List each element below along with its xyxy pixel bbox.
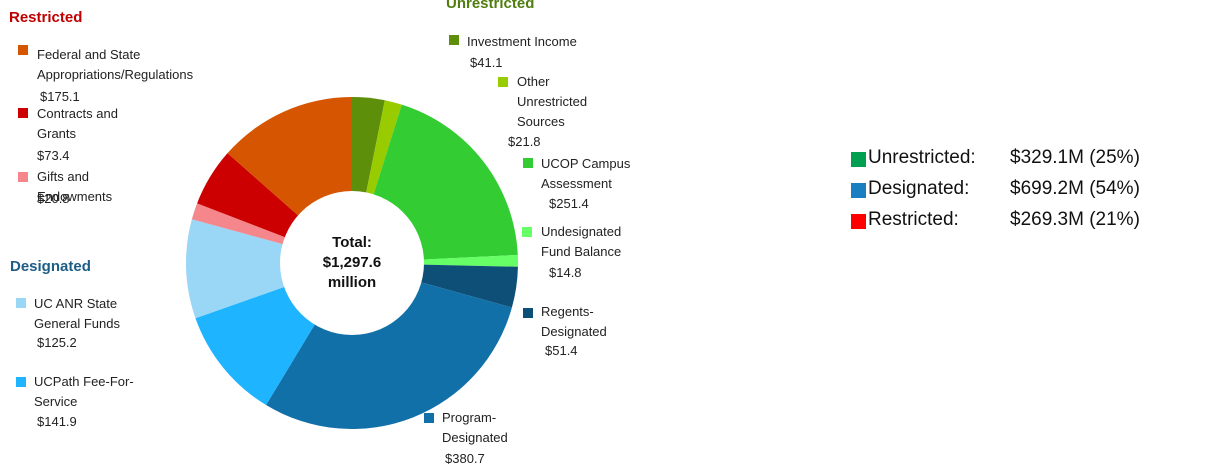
- legend-swatch: [851, 183, 866, 198]
- legend-value: $699.2M (54%): [1010, 178, 1140, 199]
- legend-value: $269.3M (21%): [1010, 209, 1140, 230]
- legend-swatch: [523, 158, 533, 168]
- legend-label: Restricted:: [868, 209, 959, 230]
- group-header: Designated: [10, 258, 91, 275]
- slice-label: Regents-Designated: [541, 304, 607, 339]
- slice-label: Federal and State Appropriations/Regulat…: [37, 47, 194, 82]
- legend-label: Designated:: [868, 178, 970, 199]
- legend-swatch: [16, 298, 26, 308]
- slice: [185, 219, 352, 319]
- value-label: $125.2: [37, 335, 77, 350]
- legend-swatch: [498, 77, 508, 87]
- slice-label: UC ANR State General Funds: [34, 296, 120, 331]
- value-label: $73.4: [37, 148, 70, 163]
- center-label: million: [328, 274, 376, 291]
- slice-label: Contracts and Grants: [37, 106, 118, 141]
- center-label: $1,297.6: [323, 254, 381, 271]
- value-label: $251.4: [549, 196, 589, 211]
- center-label: Total:: [332, 234, 372, 251]
- value-label: $21.8: [508, 134, 541, 149]
- value-label: $380.7: [445, 451, 485, 464]
- legend-swatch: [424, 413, 434, 423]
- group-header: Restricted: [9, 9, 83, 26]
- value-label: $175.1: [40, 89, 80, 104]
- legend-swatch: [851, 152, 866, 167]
- slice-label: Undesignated Fund Balance: [541, 224, 622, 259]
- legend-swatch: [18, 108, 28, 118]
- value-label: $20.8: [37, 191, 70, 206]
- legend-swatch: [851, 214, 866, 229]
- legend-swatch: [449, 35, 459, 45]
- legend-swatch: [16, 377, 26, 387]
- slice-label: Investment Income: [467, 34, 577, 49]
- legend-swatch: [18, 45, 28, 55]
- legend-value: $329.1M (25%): [1010, 147, 1140, 168]
- value-label: $51.4: [545, 343, 578, 358]
- value-label: $141.9: [37, 414, 77, 429]
- group-header: Unrestricted: [446, 0, 535, 12]
- legend-swatch: [523, 308, 533, 318]
- slice-label: UCOP Campus Assessment: [541, 156, 631, 191]
- legend-swatch: [522, 227, 532, 237]
- slice-label: UCPath Fee-For-Service: [34, 374, 134, 409]
- value-label: $14.8: [549, 265, 582, 280]
- legend-label: Unrestricted:: [868, 147, 976, 168]
- slice-label: Program-Designated: [442, 410, 508, 445]
- donut-hole: [280, 191, 424, 335]
- legend-swatch: [18, 172, 28, 182]
- slice-label: Other Unrestricted Sources: [517, 74, 588, 129]
- value-label: $41.1: [470, 55, 503, 70]
- slice-label: Gifts and Endowments: [37, 169, 113, 204]
